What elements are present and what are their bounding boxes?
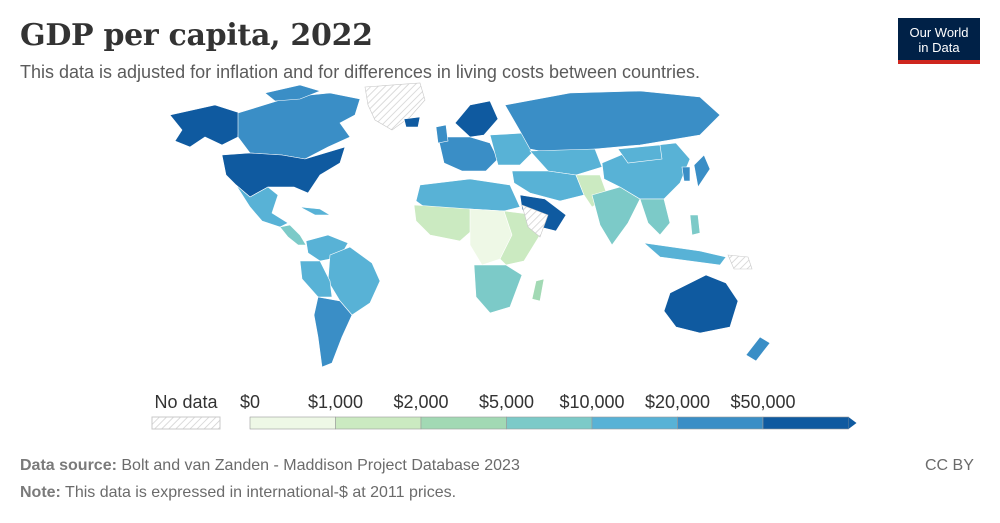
- region-southern-africa[interactable]: [473, 264, 523, 314]
- legend-tick-label-5: $20,000: [645, 392, 710, 412]
- region-papua[interactable]: [727, 254, 753, 270]
- logo-line-1: Our World: [909, 25, 969, 40]
- note-line: Note: This data is expressed in internat…: [20, 484, 456, 502]
- world-map[interactable]: [0, 75, 1000, 375]
- legend-tick-label-6: $50,000: [730, 392, 795, 412]
- chart-title: GDP per capita, 2022: [20, 18, 373, 53]
- legend-tick-label-2: $2,000: [393, 392, 448, 412]
- source-text[interactable]: Bolt and van Zanden - Maddison Project D…: [121, 457, 520, 474]
- legend-tick-label-4: $10,000: [559, 392, 624, 412]
- region-indonesia[interactable]: [643, 242, 727, 266]
- region-japan[interactable]: [693, 154, 711, 188]
- legend-bin-5[interactable]: [677, 416, 764, 430]
- region-west-africa[interactable]: [413, 204, 477, 242]
- region-western-europe[interactable]: [437, 136, 499, 172]
- region-philippines[interactable]: [689, 214, 701, 236]
- region-greenland[interactable]: [364, 82, 426, 131]
- legend-bin-6[interactable]: [762, 416, 849, 430]
- region-australia[interactable]: [663, 274, 739, 334]
- legend-bin-3[interactable]: [506, 416, 593, 430]
- note-text: This data is expressed in international-…: [65, 484, 457, 501]
- region-turkey-iran[interactable]: [511, 170, 585, 202]
- region-central-america[interactable]: [279, 224, 307, 246]
- region-new-zealand[interactable]: [745, 336, 771, 362]
- legend-bin-0[interactable]: [249, 416, 336, 430]
- region-arctic-islands[interactable]: [264, 84, 321, 102]
- region-peru-bolivia[interactable]: [299, 260, 333, 298]
- chart-subtitle: This data is adjusted for inflation and …: [20, 62, 701, 82]
- legend-no-data-label: No data: [154, 392, 218, 412]
- map-legend: No data $0 $1,000 $2,000 $5,000 $10,000 $20,0…: [151, 392, 857, 430]
- region-southeast-asia[interactable]: [639, 198, 671, 236]
- region-somalia[interactable]: [521, 204, 549, 238]
- region-argentina-chile[interactable]: [313, 296, 353, 368]
- region-scandinavia[interactable]: [454, 100, 499, 138]
- logo-line-2: in Data: [918, 40, 960, 55]
- legend-no-data-swatch: [151, 416, 221, 430]
- legend-bin-1[interactable]: [335, 416, 422, 430]
- legend-tick-label-1: $1,000: [308, 392, 363, 412]
- license-label[interactable]: CC BY: [925, 457, 974, 474]
- region-eastern-europe[interactable]: [489, 132, 533, 166]
- region-mexico[interactable]: [235, 184, 289, 228]
- region-korea[interactable]: [681, 166, 691, 182]
- legend-bin-2[interactable]: [420, 416, 507, 430]
- region-uk[interactable]: [435, 124, 449, 144]
- region-alaska[interactable]: [169, 104, 241, 148]
- region-iceland[interactable]: [403, 116, 421, 128]
- legend-tick-label-3: $5,000: [479, 392, 534, 412]
- note-label: Note:: [20, 484, 61, 501]
- legend-bins: $0 $1,000 $2,000 $5,000 $10,000 $20,000 $50,00…: [240, 392, 857, 430]
- legend-tick-label-0: $0: [240, 392, 260, 412]
- region-brazil[interactable]: [327, 246, 381, 316]
- legend-open-end-arrow: [848, 417, 857, 429]
- source-label: Data source:: [20, 457, 117, 474]
- region-india[interactable]: [591, 186, 641, 246]
- region-kazakhstan[interactable]: [529, 148, 603, 176]
- owid-logo[interactable]: Our World in Data: [898, 18, 980, 64]
- source-line: Data source: Bolt and van Zanden - Maddi…: [20, 457, 520, 475]
- region-madagascar[interactable]: [531, 278, 545, 302]
- region-russia[interactable]: [504, 90, 721, 156]
- legend-bin-4[interactable]: [591, 416, 678, 430]
- region-caribbean[interactable]: [299, 206, 332, 216]
- region-mongolia[interactable]: [617, 144, 663, 164]
